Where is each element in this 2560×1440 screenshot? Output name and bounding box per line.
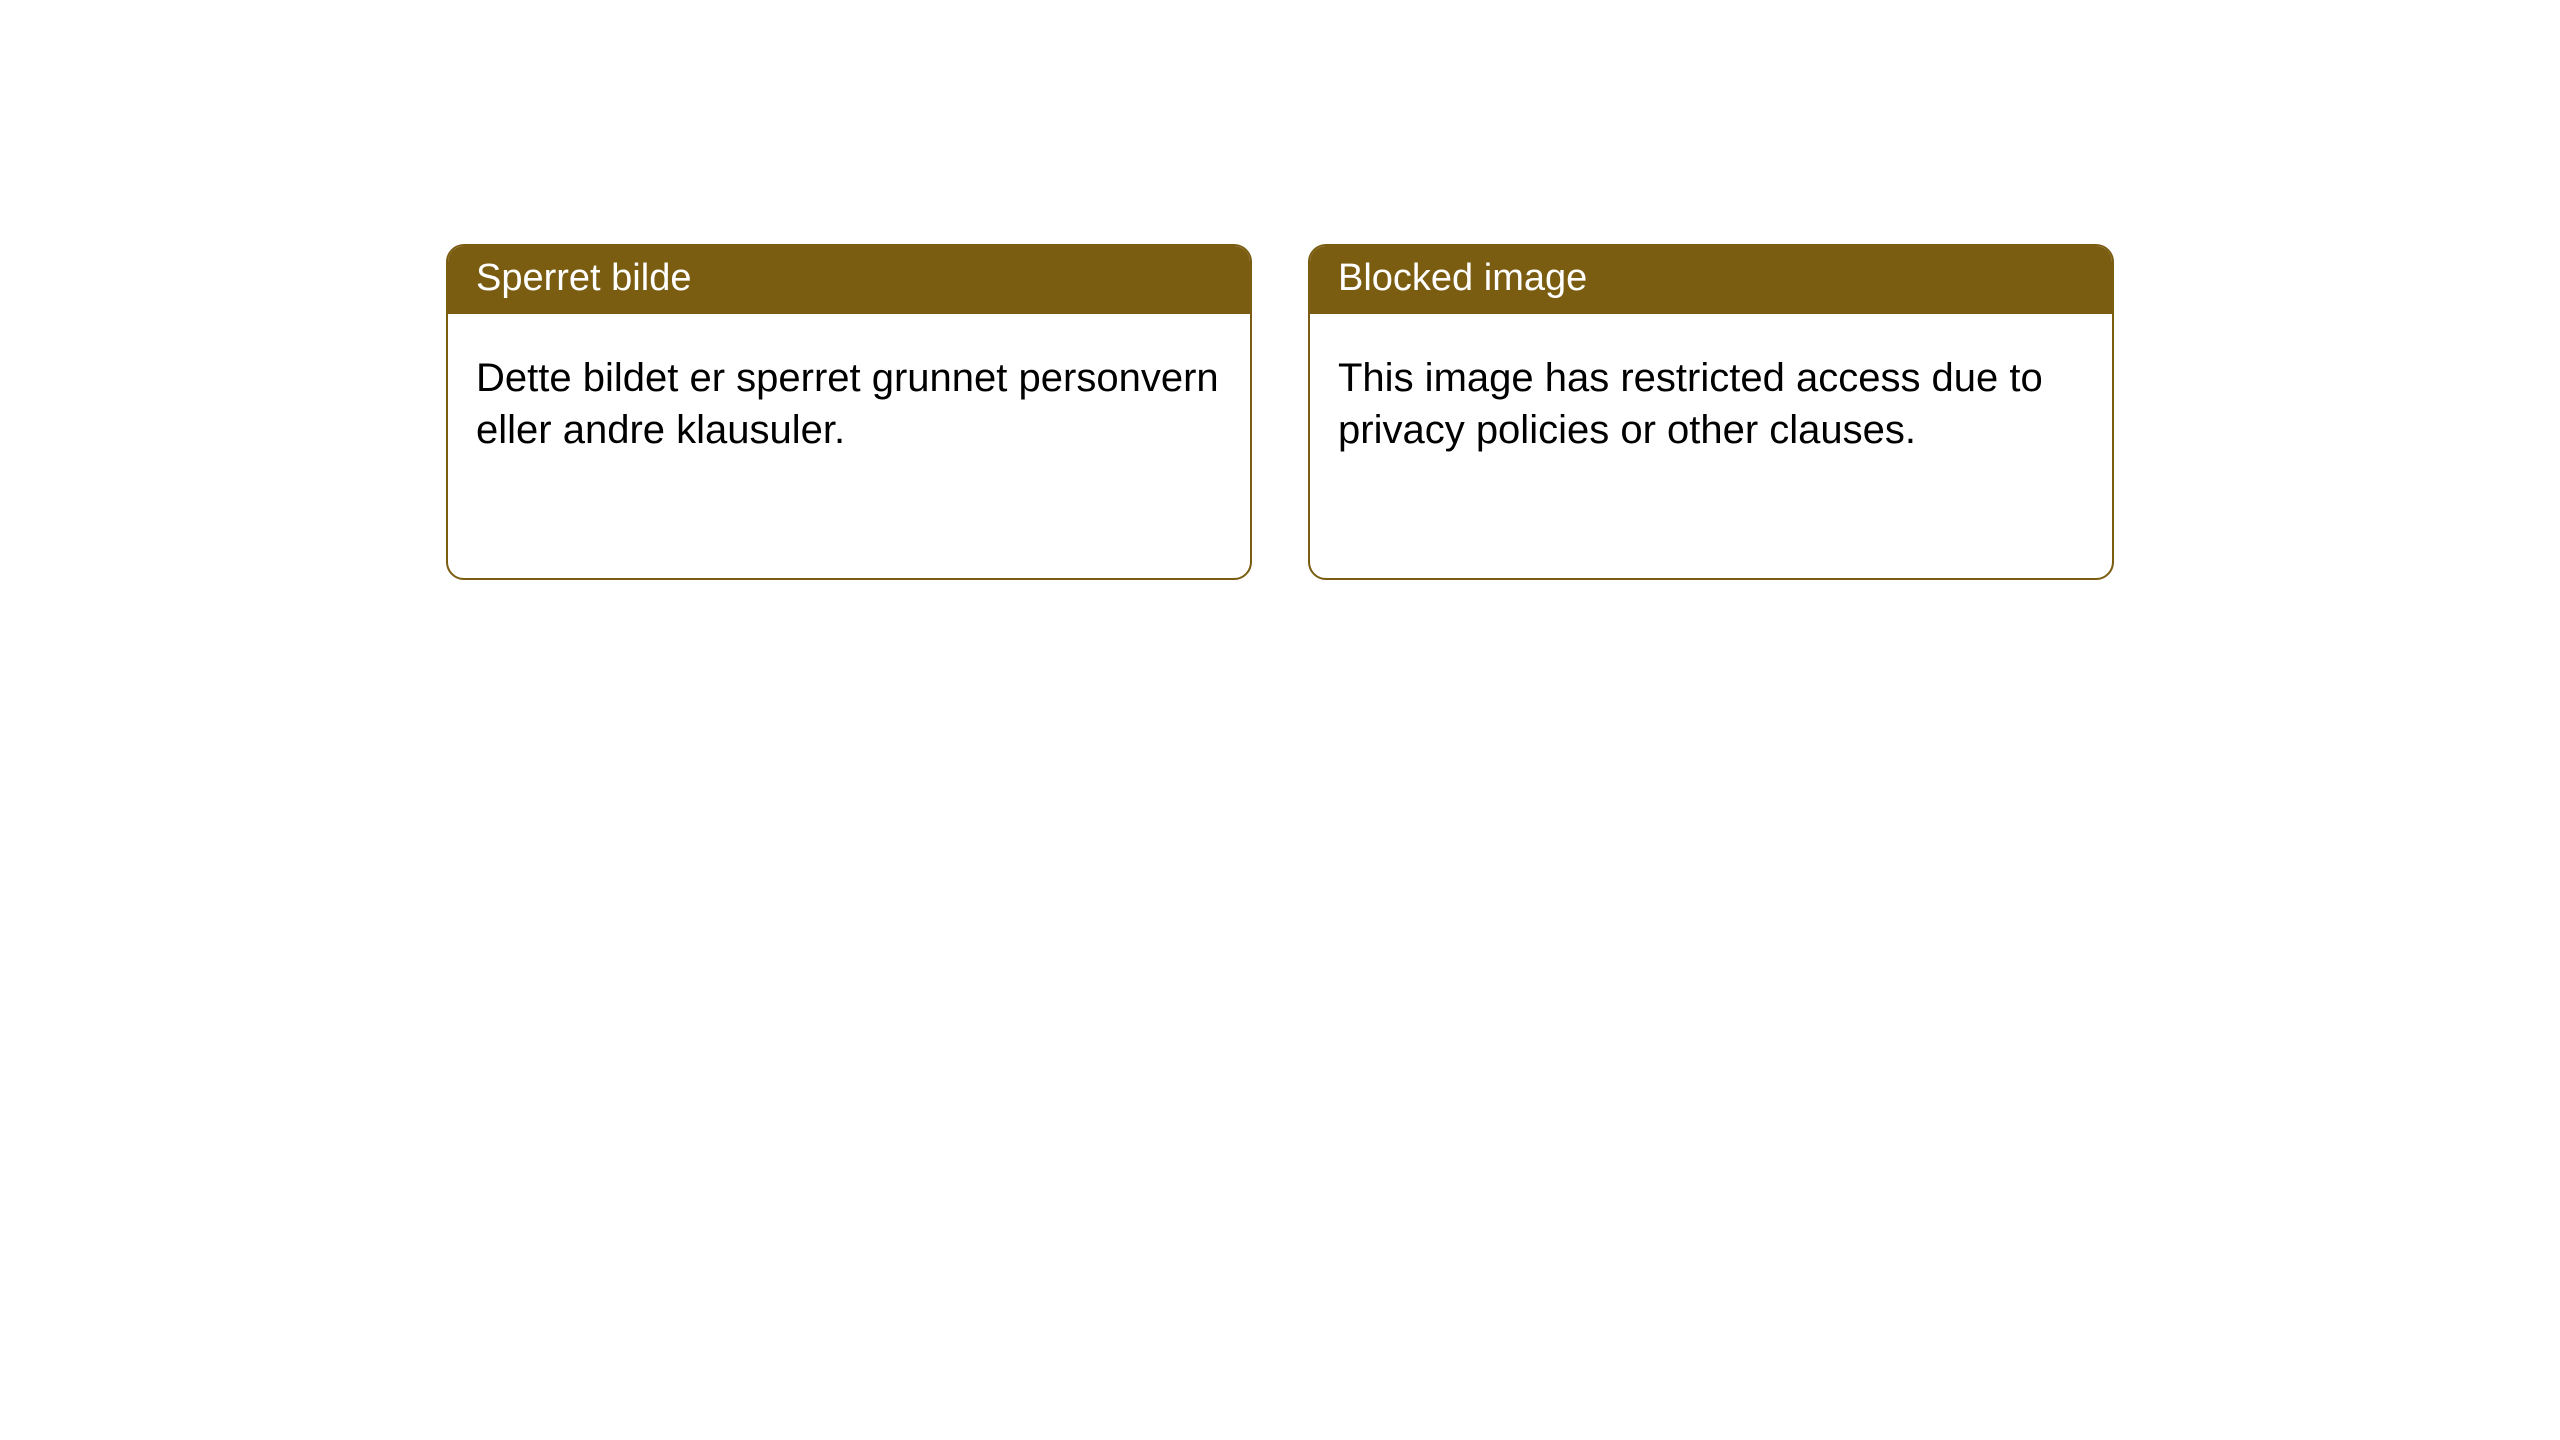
notice-card-english: Blocked image This image has restricted … xyxy=(1308,244,2114,580)
notice-body: Dette bildet er sperret grunnet personve… xyxy=(448,314,1250,486)
notice-header: Sperret bilde xyxy=(448,246,1250,314)
notice-header: Blocked image xyxy=(1310,246,2112,314)
notice-body-text: This image has restricted access due to … xyxy=(1338,356,2043,453)
notice-body-text: Dette bildet er sperret grunnet personve… xyxy=(476,356,1219,453)
notice-body: This image has restricted access due to … xyxy=(1310,314,2112,486)
notice-container: Sperret bilde Dette bildet er sperret gr… xyxy=(0,0,2560,580)
notice-card-norwegian: Sperret bilde Dette bildet er sperret gr… xyxy=(446,244,1252,580)
notice-title: Blocked image xyxy=(1338,257,1587,299)
notice-title: Sperret bilde xyxy=(476,257,691,299)
